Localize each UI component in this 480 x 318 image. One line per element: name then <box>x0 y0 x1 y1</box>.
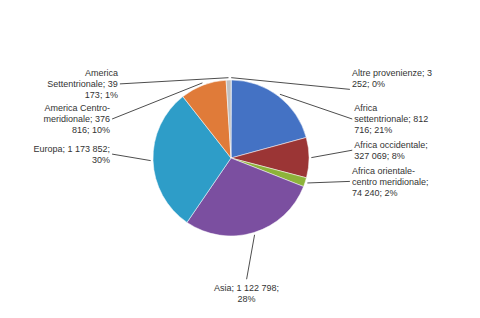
svg-text:Asia; 1 122 798;28%: Asia; 1 122 798;28% <box>214 283 279 304</box>
svg-text:AmericaSettentrionale; 39173;: AmericaSettentrionale; 39173; 1% <box>47 68 118 100</box>
svg-text:Africa orientale-centro meridi: Africa orientale-centro meridionale;74 2… <box>352 166 429 198</box>
svg-text:Altre provenienze; 3252; 0%: Altre provenienze; 3252; 0% <box>352 68 432 89</box>
svg-text:Africa occidentale;327 069; 8%: Africa occidentale;327 069; 8% <box>354 140 428 161</box>
svg-text:Europa; 1 173 852;30%: Europa; 1 173 852;30% <box>34 144 111 165</box>
svg-text:America Centro-meridionale; 37: America Centro-meridionale; 376816; 10% <box>44 103 111 135</box>
svg-text:Africasettentrionale; 812716;: Africasettentrionale; 812716; 21% <box>354 103 428 135</box>
